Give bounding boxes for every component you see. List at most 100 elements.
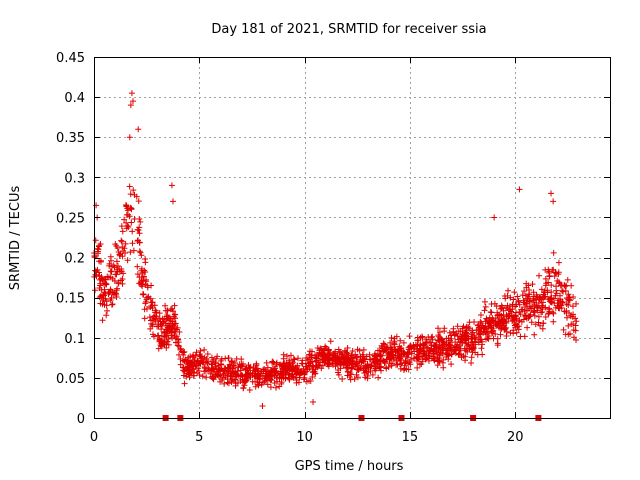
data-point: [142, 300, 149, 307]
data-point: [188, 362, 195, 369]
data-point: [364, 360, 371, 367]
data-point: [486, 332, 493, 339]
data-point: [166, 320, 173, 327]
data-point: [240, 384, 247, 391]
data-point: [124, 257, 131, 264]
data-point: [488, 309, 495, 316]
data-point: [542, 304, 549, 311]
data-point: [128, 219, 135, 226]
data-point: [538, 309, 545, 316]
data-point: [517, 311, 524, 318]
data-point: [344, 369, 351, 376]
tick-labels: 0 0.05 0.1 0.15 0.2 0.25 0.3 0.35 0.4 0.45 0 5 10 15 2…: [56, 51, 523, 445]
data-point: [164, 307, 171, 314]
data-point: [348, 360, 355, 367]
data-point: [187, 369, 194, 376]
data-point: [329, 355, 336, 362]
data-point: [280, 355, 287, 362]
data-point: [552, 269, 559, 276]
data-point: [109, 275, 116, 282]
data-point: [456, 347, 463, 354]
data-point: [516, 186, 523, 193]
data-point: [221, 367, 228, 374]
data-point: [261, 366, 268, 373]
data-point: [185, 354, 192, 361]
data-point: [229, 358, 236, 365]
data-point: [536, 272, 543, 279]
data-point: [127, 249, 134, 256]
data-point: [293, 365, 300, 372]
data-point: [548, 282, 555, 289]
data-point: [129, 98, 136, 105]
data-point: [519, 306, 526, 313]
data-point: [242, 378, 249, 385]
data-point: [97, 280, 104, 287]
data-point: [263, 359, 270, 366]
data-point: [570, 320, 577, 327]
data-point: [530, 297, 537, 304]
data-point: [229, 367, 236, 374]
data-point: [125, 211, 131, 218]
data-point: [317, 359, 324, 366]
data-point: [477, 331, 484, 338]
data-point: [528, 319, 535, 326]
data-point: [114, 263, 121, 270]
data-point: [368, 361, 375, 368]
data-point: [397, 344, 404, 351]
data-point: [102, 276, 109, 283]
data-point: [423, 338, 430, 345]
data-point: [289, 373, 296, 380]
data-point: [544, 289, 551, 296]
data-point: [194, 370, 201, 377]
data-point: [410, 345, 417, 352]
data-point: [501, 292, 508, 299]
y-tick-label: 0.15: [56, 292, 85, 307]
data-point: [272, 384, 279, 391]
data-point: [177, 345, 184, 352]
data-point: [462, 357, 469, 364]
data-point: [356, 347, 363, 354]
data-point: [550, 198, 557, 205]
data-point: [388, 334, 395, 341]
data-point: [169, 198, 176, 205]
data-point: [205, 365, 212, 372]
data-point: [134, 237, 141, 244]
data-point: [482, 303, 489, 310]
data-point: [186, 358, 193, 365]
data-point: [481, 307, 488, 314]
data-point: [118, 238, 125, 245]
data-point: [351, 376, 358, 383]
data-point: [309, 374, 316, 381]
data-point: [499, 322, 506, 329]
data-point: [159, 315, 166, 322]
data-point: [572, 315, 579, 322]
data-point: [166, 314, 173, 321]
data-point: [142, 298, 149, 305]
data-point: [477, 311, 484, 318]
data-point: [201, 346, 208, 353]
data-point: [92, 237, 99, 244]
data-point: [362, 374, 369, 381]
y-tick-label: 0.35: [56, 131, 85, 146]
data-point: [521, 288, 528, 295]
data-point: [135, 126, 142, 133]
data-point: [391, 338, 398, 345]
data-point: [165, 341, 172, 348]
data-point: [318, 365, 325, 372]
data-point: [366, 351, 373, 358]
data-point: [560, 326, 567, 333]
data-point: [542, 313, 549, 320]
data-point: [168, 182, 175, 189]
data-point: [445, 352, 452, 359]
data-point: [361, 355, 368, 362]
data-point: [272, 363, 279, 370]
data-point: [172, 315, 179, 322]
data-point: [224, 379, 231, 386]
data-point: [144, 294, 151, 301]
data-point: [472, 336, 479, 343]
data-point: [565, 291, 572, 298]
data-point: [113, 242, 120, 249]
data-point: [454, 323, 461, 330]
data-point: [430, 342, 437, 349]
data-point: [492, 323, 499, 330]
